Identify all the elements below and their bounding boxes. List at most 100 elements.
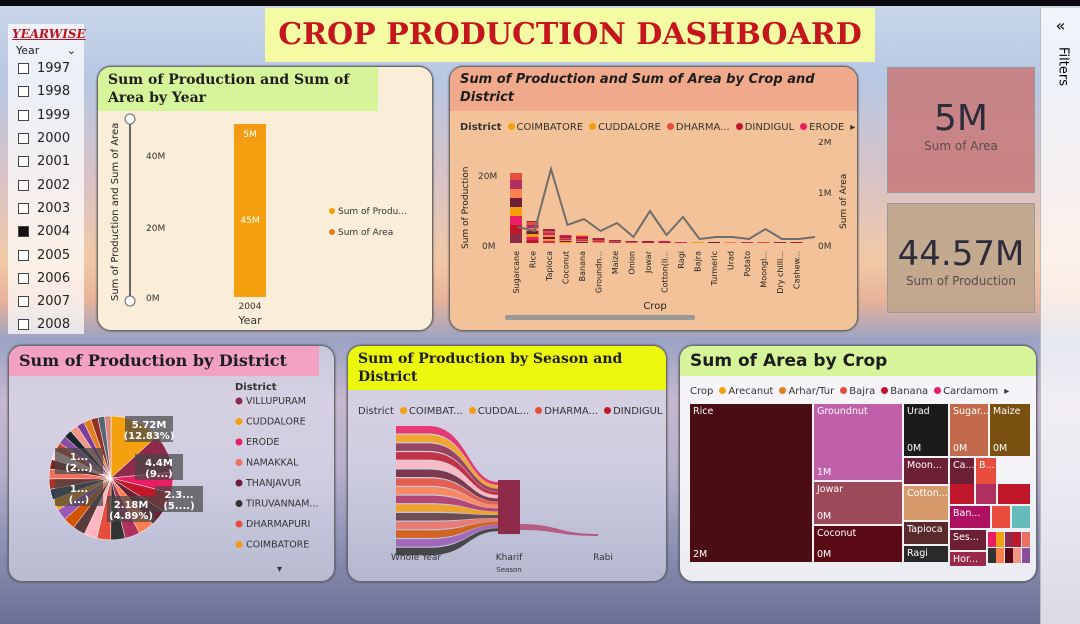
treemap-cell-coconut[interactable]: Coconut 0M <box>814 526 902 562</box>
slicer-item-2003[interactable]: 2003 <box>8 197 84 220</box>
slicer-item-label: 2002 <box>37 177 71 193</box>
checkbox[interactable] <box>18 63 29 75</box>
filters-label[interactable]: Filters <box>1055 47 1071 86</box>
slicer-item-2004[interactable]: 2004 <box>8 220 84 243</box>
crop-bar-segment <box>559 242 572 243</box>
right-tick: 0M <box>818 242 832 252</box>
treemap-cell-tapioca[interactable]: Tapioca <box>904 522 948 544</box>
treemap-cell-small[interactable] <box>1021 548 1030 563</box>
year-slicer[interactable]: YEARWISE Year ⌄ 1997 1998 1999 2000 2001 2002 2… <box>8 24 86 336</box>
crop-bar-segment <box>609 241 621 242</box>
crop-bar-segment <box>510 198 522 207</box>
treemap-label: Ragi <box>907 548 928 559</box>
crop-bar-segment <box>559 237 572 238</box>
treemap-panel[interactable]: Sum of Area by Crop Crop Arecanut Arhar/… <box>679 345 1037 582</box>
slicer-item-2005[interactable]: 2005 <box>8 243 84 266</box>
treemap-cell-urad[interactable]: Urad 0M <box>904 404 948 456</box>
crop-district-panel[interactable]: Sum of Production and Sum of Area by Cro… <box>449 66 858 331</box>
slicer-item-2008[interactable]: 2008 <box>8 313 84 336</box>
slicer-item-2000[interactable]: 2000 <box>8 127 84 150</box>
right-tick: 2M <box>818 139 832 148</box>
checkbox[interactable] <box>18 272 29 284</box>
treemap-cell-small[interactable] <box>1004 532 1013 547</box>
slicer-item-2007[interactable]: 2007 <box>8 290 84 313</box>
pie-legend-title: District <box>235 382 277 393</box>
slicer-field[interactable]: Year ⌄ <box>16 44 76 57</box>
chevron-down-icon[interactable]: ⌄ <box>66 44 76 57</box>
treemap-cell-cotton[interactable]: Cotton... <box>904 486 948 520</box>
treemap-cell-ca[interactable]: Ca... <box>950 458 974 484</box>
treemap-cell-ses[interactable]: Ses... <box>950 530 986 550</box>
slicer-item-1998[interactable]: 1998 <box>8 80 84 103</box>
season-panel[interactable]: Sum of Production by Season and District… <box>347 345 667 582</box>
tick-label: 40M <box>146 152 165 162</box>
x-axis-label: Crop <box>643 301 666 312</box>
crop-district-svg: Sum of Production 0M 20M 0M 1M 2M Sum of Area S… <box>461 139 849 320</box>
treemap-cell-t1[interactable] <box>992 506 1010 528</box>
pie-label: 2.3... <box>164 490 193 501</box>
checkbox[interactable] <box>18 109 29 121</box>
checkbox[interactable] <box>18 202 29 214</box>
slicer-item-2006[interactable]: 2006 <box>8 267 84 290</box>
treemap-cell-jowar[interactable]: Jowar 0M <box>814 482 902 524</box>
treemap-cell-small[interactable] <box>988 532 996 547</box>
tick-label: 0M <box>146 294 160 304</box>
treemap-label: B... <box>979 460 995 471</box>
treemap-cell-sugar[interactable]: Sugar... 0M <box>950 404 988 456</box>
treemap-cell-small[interactable] <box>1013 548 1022 563</box>
treemap-cell-pink1[interactable] <box>950 484 974 504</box>
slicer-item-2002[interactable]: 2002 <box>8 173 84 196</box>
treemap-cell-ragi[interactable]: Ragi <box>904 546 948 562</box>
treemap-cell-small[interactable] <box>1013 532 1022 547</box>
treemap-cell-small[interactable] <box>996 548 1005 563</box>
year-chart-svg: Sum of Production and Sum of Area 0M 20M… <box>110 113 407 327</box>
treemap-cell-ban[interactable]: Ban... <box>950 506 990 528</box>
checkbox[interactable] <box>18 319 29 331</box>
treemap-cell-pink3[interactable] <box>998 484 1030 504</box>
season-legend: District COIMBAT... CUDDAL... DHARMA... … <box>358 406 663 417</box>
treemap-cell-t2[interactable] <box>1012 506 1030 528</box>
treemap-cell-rice[interactable]: Rice 2M <box>690 404 812 562</box>
slicer-item-label: 2007 <box>37 294 71 310</box>
checkbox[interactable] <box>18 179 29 191</box>
year-chart-panel[interactable]: Sum of Production and Sum of Area by Yea… <box>97 66 433 331</box>
crop-bar-segment <box>576 241 588 242</box>
treemap-cell-pink2[interactable] <box>976 484 996 504</box>
checkbox[interactable] <box>18 226 29 238</box>
treemap-cell-maize[interactable]: Maize 0M <box>990 404 1030 456</box>
checkbox[interactable] <box>18 86 29 98</box>
checkbox[interactable] <box>18 296 29 308</box>
checkbox[interactable] <box>18 133 29 145</box>
slicer-item-2001[interactable]: 2001 <box>8 150 84 173</box>
crop-tick-label: Maize <box>611 251 620 274</box>
treemap-cell-small[interactable] <box>1004 548 1013 563</box>
left-tick: 0M <box>482 242 496 252</box>
crop-bar-segment <box>592 240 605 241</box>
crop-tick-label: Groundn... <box>595 251 604 293</box>
collapse-icon[interactable]: « <box>1055 16 1066 35</box>
treemap-label: Tapioca <box>907 524 943 535</box>
treemap-cell-b[interactable]: B... <box>976 458 996 484</box>
district-pie-panel[interactable]: Sum of Production by District 5.72M (12.8… <box>8 345 335 582</box>
crop-bar-segment <box>576 237 588 238</box>
treemap-label: Moon... <box>907 460 942 471</box>
treemap-label: 2M <box>693 549 708 560</box>
treemap-cell-small[interactable] <box>996 532 1005 547</box>
slicer-item-label: 2000 <box>37 131 71 147</box>
filters-pane[interactable]: « Filters <box>1040 8 1080 624</box>
crop-bar-segment <box>543 233 555 235</box>
checkbox[interactable] <box>18 249 29 261</box>
crop-bar-segment <box>526 225 539 228</box>
treemap-cell-small[interactable] <box>988 548 996 563</box>
slicer-item-1999[interactable]: 1999 <box>8 104 84 127</box>
legend-next-icon[interactable]: ▸ <box>1004 386 1010 397</box>
treemap-cell-moon[interactable]: Moon... <box>904 458 948 484</box>
legend-next-icon[interactable]: ▸ <box>850 122 856 133</box>
slicer-item-1997[interactable]: 1997 <box>8 57 84 80</box>
checkbox[interactable] <box>18 156 29 168</box>
treemap-cell-groundnut[interactable]: Groundnut 1M <box>814 404 902 480</box>
treemap-cell-small[interactable] <box>1021 532 1030 547</box>
legend-dot <box>235 418 243 425</box>
treemap-cell-hor[interactable]: Hor... <box>950 552 986 566</box>
treemap-label: Ban... <box>953 508 981 519</box>
